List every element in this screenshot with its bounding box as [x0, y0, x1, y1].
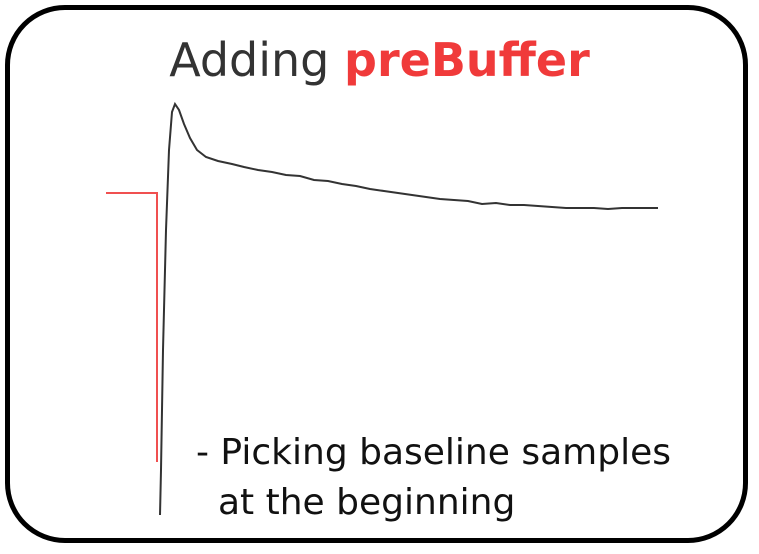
diagram-title: Adding preBuffer	[0, 30, 759, 90]
caption-text: - Picking baseline samples at the beginn…	[196, 428, 671, 528]
caption-line-1: - Picking baseline samples	[196, 432, 671, 473]
title-highlight: preBuffer	[344, 33, 590, 87]
rounded-card-frame	[5, 5, 748, 543]
prebuffer-line	[106, 192, 158, 462]
caption-line-2: at the beginning	[218, 482, 516, 523]
title-prefix: Adding	[169, 33, 345, 87]
signal-waveform	[159, 101, 658, 516]
